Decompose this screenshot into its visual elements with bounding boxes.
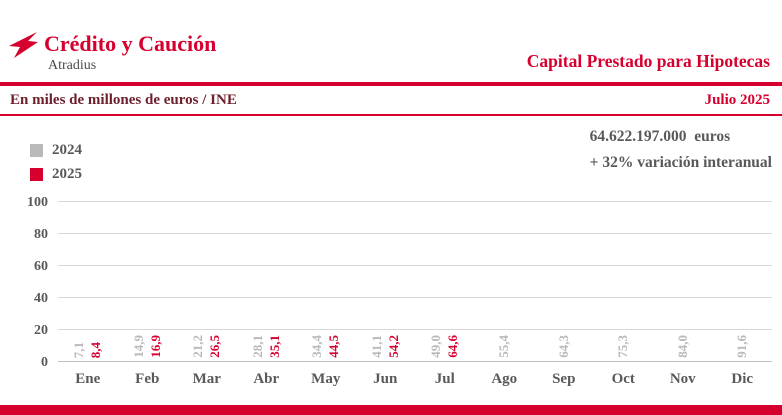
period-label: Julio 2025 <box>704 91 770 108</box>
legend-label: 2024 <box>52 142 82 158</box>
legend-label: 2025 <box>52 166 82 182</box>
page-title: Capital Prestado para Hipotecas <box>526 51 770 71</box>
value-label: 64,3 <box>555 335 571 358</box>
brand-name: Crédito y Caución <box>44 30 217 56</box>
units-label: En miles de millones de euros / INE <box>10 91 237 108</box>
month-label: May <box>311 371 341 387</box>
y-axis-label: 80 <box>34 227 48 242</box>
value-label: 7,1 <box>71 341 87 358</box>
value-label: 21,2 <box>190 335 206 358</box>
brand-flag-icon <box>8 31 38 59</box>
month-label: Jun <box>373 371 398 387</box>
total-amount: 64.622.197.000 euros <box>589 128 731 145</box>
month-label: Oct <box>611 371 635 387</box>
value-label: 16,9 <box>147 335 163 358</box>
stats-block: 64.622.197.000 euros + 32% variación int… <box>590 124 772 176</box>
variation-label: + 32% variación interanual <box>589 154 772 171</box>
value-label: 8,4 <box>88 341 104 358</box>
footer-bar <box>0 405 782 415</box>
brand-text: Crédito y Caución Atradius <box>44 31 216 74</box>
bar-groups: 7,1 8,4 14,9 16,9 21,2 26,5 28,1 35,1 34,4 44,5 41… <box>58 202 772 362</box>
gridline <box>58 201 772 202</box>
month-label: Feb <box>135 371 160 387</box>
value-label: 84,0 <box>674 335 690 358</box>
value-label: 34,4 <box>309 335 325 358</box>
x-axis-labels: Ene Feb Mar Abr May Jun Jul Ago Sep Oct Nov Dic <box>58 362 772 388</box>
value-label: 41,1 <box>368 335 384 358</box>
plot-area: 0 20 40 60 80 100 7,1 8,4 14,9 16,9 21,2 26,5 28,1 35… <box>27 195 772 370</box>
month-label: Mar <box>192 371 221 387</box>
legend-item-2025: 2025 <box>30 166 82 183</box>
brand-logo: Crédito y Caución Atradius <box>8 21 216 74</box>
y-axis-label: 0 <box>41 355 48 370</box>
value-label: 26,5 <box>207 335 223 358</box>
header: Crédito y Caución Atradius Capital Prest… <box>0 0 782 82</box>
value-label: 35,1 <box>266 335 282 358</box>
value-label: 64,6 <box>445 335 461 358</box>
month-label: Dic <box>731 371 754 387</box>
y-axis-label: 100 <box>27 195 48 210</box>
month-label: Sep <box>552 371 576 387</box>
value-label: 91,6 <box>734 335 750 358</box>
legend-item-2024: 2024 <box>30 142 82 159</box>
gridline <box>58 361 772 362</box>
divider-thick <box>0 82 782 86</box>
value-label: 49,0 <box>428 335 444 358</box>
value-label: 28,1 <box>249 335 265 358</box>
gridline <box>58 265 772 266</box>
gridline <box>58 329 772 330</box>
y-axis-label: 40 <box>34 291 48 306</box>
month-label: Nov <box>669 371 696 387</box>
mid-section: 2024 2025 64.622.197.000 euros + 32% vari… <box>0 116 782 202</box>
gridline <box>58 297 772 298</box>
value-label: 55,4 <box>496 335 512 358</box>
month-label: Ago <box>491 371 518 387</box>
value-label: 75,3 <box>615 335 631 358</box>
value-label: 44,5 <box>326 335 342 358</box>
y-axis-label: 60 <box>34 259 48 274</box>
value-label: 14,9 <box>130 335 146 358</box>
chart-legend: 2024 2025 <box>30 142 82 190</box>
brand-subname: Atradius <box>48 58 97 73</box>
divider-thin <box>0 114 782 116</box>
y-axis-label: 20 <box>34 323 48 338</box>
month-label: Ene <box>75 371 101 387</box>
bar-chart: 0 20 40 60 80 100 7,1 8,4 14,9 16,9 21,2 26,5 28,1 35… <box>27 195 772 388</box>
legend-swatch <box>30 144 43 157</box>
month-label: Abr <box>253 371 280 387</box>
gridline <box>58 233 772 234</box>
month-label: Jul <box>434 371 455 387</box>
subheader: En miles de millones de euros / INE Juli… <box>0 86 782 114</box>
legend-swatch <box>30 168 43 181</box>
value-label: 54,2 <box>385 335 401 358</box>
